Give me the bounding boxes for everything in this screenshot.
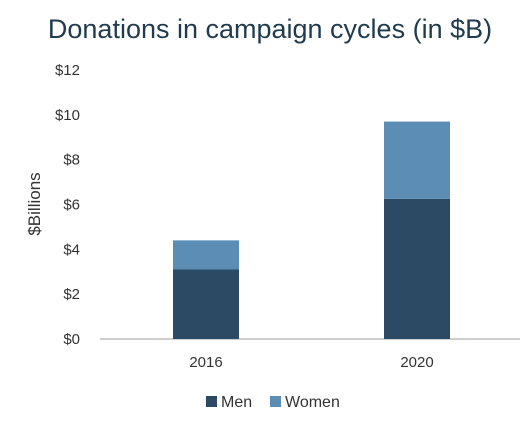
bar-women-2016 — [173, 240, 239, 270]
y-tick-label: $0 — [63, 331, 80, 348]
legend-swatch-women — [270, 396, 281, 407]
x-tick-label: 2020 — [400, 354, 433, 371]
bars — [173, 121, 450, 339]
y-axis: $0 $2 $4 $6 $8 $10 $12 — [55, 62, 80, 348]
y-axis-label: $Billions — [25, 172, 44, 235]
chart-title: Donations in campaign cycles (in $B) — [48, 14, 492, 44]
y-tick-label: $2 — [63, 286, 80, 303]
bar-men-2020 — [384, 198, 450, 339]
y-tick-label: $8 — [63, 152, 80, 169]
y-tick-label: $12 — [55, 62, 80, 79]
y-tick-label: $10 — [55, 107, 80, 124]
x-tick-label: 2016 — [189, 354, 222, 371]
legend: Men Women — [206, 394, 340, 411]
bar-men-2016 — [173, 269, 239, 339]
bar-women-2020 — [384, 121, 450, 199]
legend-swatch-men — [206, 396, 217, 407]
legend-label-women: Women — [285, 394, 340, 411]
legend-label-men: Men — [221, 394, 252, 411]
y-tick-label: $4 — [63, 241, 80, 258]
y-tick-label: $6 — [63, 197, 80, 214]
x-axis: 2016 2020 — [189, 354, 433, 371]
